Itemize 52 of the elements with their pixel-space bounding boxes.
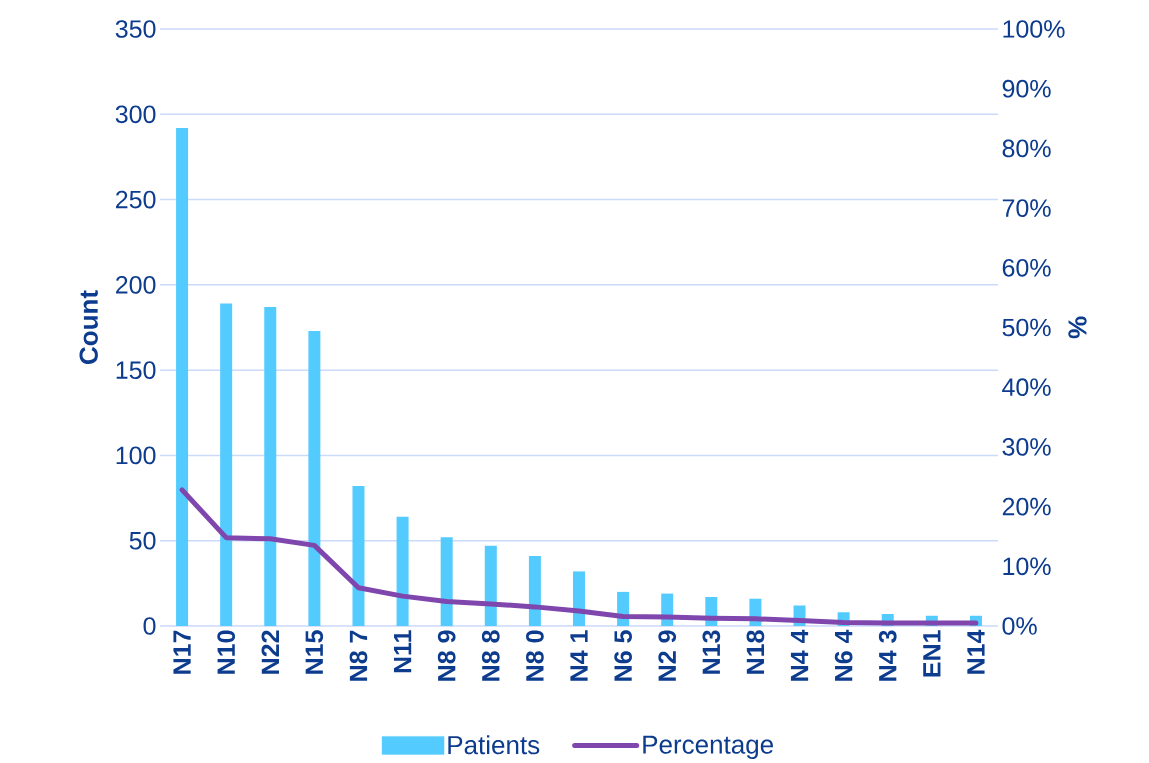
x-tick-label: N17 xyxy=(173,630,191,674)
y2-tick-label: 0% xyxy=(1002,617,1037,635)
x-tick-label: N8 8 xyxy=(481,630,500,681)
y2-tick-label: 70% xyxy=(1002,199,1051,217)
bar xyxy=(573,571,585,626)
x-tick-label: N4 1 xyxy=(570,630,588,681)
x-tick-label: N15 xyxy=(305,630,324,674)
y-tick-label: 200 xyxy=(116,276,156,294)
bar xyxy=(352,486,365,626)
bar xyxy=(220,303,233,626)
bar xyxy=(264,307,277,626)
y2-tick-label: 50% xyxy=(1002,318,1051,337)
bar xyxy=(308,330,321,626)
legend-label: Patients xyxy=(448,735,540,755)
y2-tick-label: 40% xyxy=(1002,378,1051,397)
y2-tick-label: 20% xyxy=(1002,497,1051,516)
y2-tick-label: 80% xyxy=(1002,139,1051,158)
x-tick-label: N14 xyxy=(967,629,985,674)
y-tick-label: 100 xyxy=(116,446,156,465)
y2-axis-title: % xyxy=(1068,316,1087,339)
x-tick-label: N8 0 xyxy=(526,630,544,681)
x-tick-label: N18 xyxy=(746,630,765,674)
y-tick-label: 0 xyxy=(143,617,156,635)
x-tick-label: N8 7 xyxy=(349,630,368,681)
y2-tick-label: 10% xyxy=(1003,557,1051,576)
y2-tick-label: 100% xyxy=(1003,20,1065,38)
x-tick-label: N8 9 xyxy=(437,630,456,681)
x-tick-label: N2 9 xyxy=(658,630,677,681)
bar xyxy=(528,556,541,626)
x-tick-label: N11 xyxy=(393,630,412,673)
x-tick-label: N13 xyxy=(702,630,721,674)
y-tick-label: 50 xyxy=(129,531,156,550)
bar xyxy=(176,127,189,626)
x-tick-label: N22 xyxy=(261,630,279,674)
x-tick-label: N6 4 xyxy=(834,629,853,681)
bar xyxy=(396,516,409,626)
legend-label: Percentage xyxy=(643,735,773,759)
y2-tick-label: 60% xyxy=(1002,258,1051,277)
x-tick-label: EN1 xyxy=(923,630,941,677)
y2-tick-label: 30% xyxy=(1002,438,1051,456)
x-tick-label: N4 3 xyxy=(878,630,897,681)
y2-tick-label: 90% xyxy=(1002,79,1051,98)
x-tick-label: N4 4 xyxy=(790,629,809,681)
y-tick-label: 300 xyxy=(115,105,156,124)
bar xyxy=(484,545,497,626)
y-tick-label: 350 xyxy=(115,20,156,38)
y-tick-label: 250 xyxy=(116,190,156,209)
x-tick-label: N6 5 xyxy=(614,630,632,681)
x-tick-label: N10 xyxy=(217,630,236,674)
bar xyxy=(440,537,453,626)
y-axis-title: Count xyxy=(79,290,98,364)
y-tick-label: 150 xyxy=(116,361,156,379)
